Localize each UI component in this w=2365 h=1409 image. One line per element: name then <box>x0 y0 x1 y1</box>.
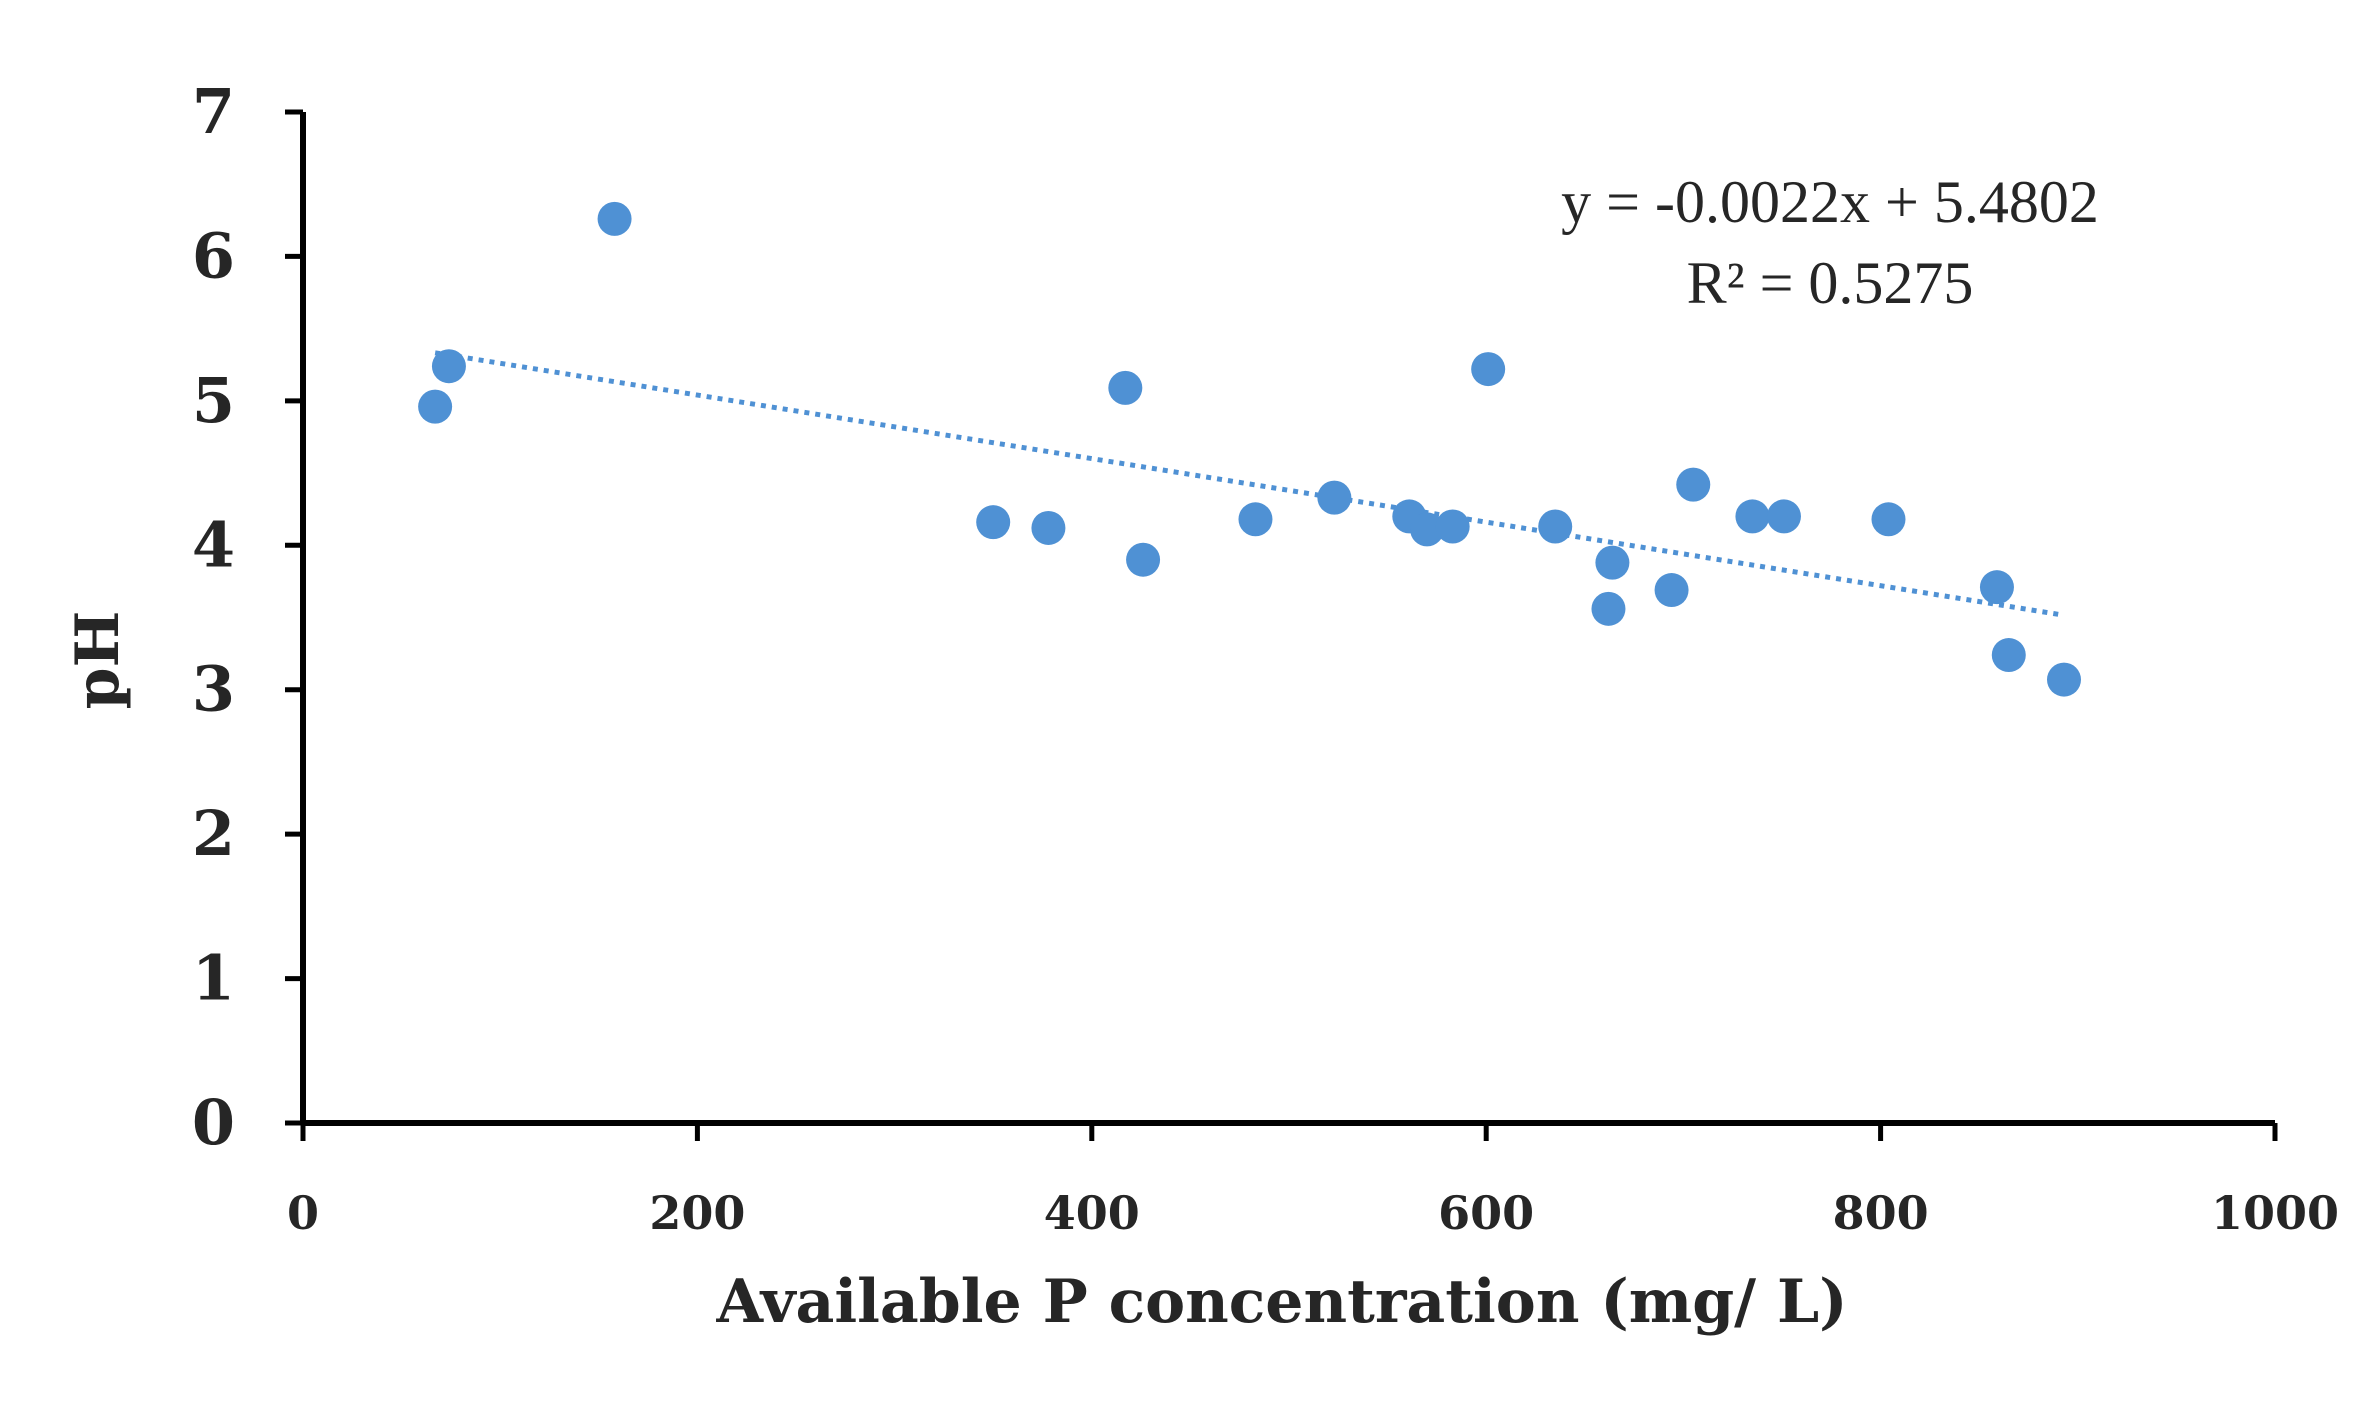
y-tick-label: 1 <box>192 942 235 1015</box>
y-tick-label: 2 <box>192 797 235 870</box>
data-point <box>1595 545 1630 580</box>
data-point <box>597 201 632 236</box>
data-point <box>431 349 466 384</box>
data-point <box>1126 542 1161 577</box>
data-point <box>1979 570 2014 605</box>
y-axis-title: pH <box>63 611 133 710</box>
x-tick-label: 1000 <box>2211 1186 2339 1240</box>
data-point <box>1031 510 1066 545</box>
data-point <box>1676 467 1711 502</box>
x-tick-label: 400 <box>1044 1186 1140 1240</box>
axes: 0 1 2 3 4 5 6 7 0 200 400 600 800 1000 <box>192 75 2339 1240</box>
trendline <box>434 350 2065 618</box>
data-point <box>1766 499 1801 534</box>
data-point <box>2046 662 2081 697</box>
y-tick-label: 7 <box>192 75 235 148</box>
data-points <box>418 201 2081 697</box>
x-tick-label: 200 <box>649 1186 745 1240</box>
trendline-equation: y = -0.0022x + 5.4802 <box>1561 169 2099 235</box>
x-tick-label: 800 <box>1833 1186 1929 1240</box>
data-point <box>418 389 453 424</box>
y-tick-label: 6 <box>192 219 235 292</box>
x-axis-title: Available P concentration (mg/ L) <box>715 1267 1847 1337</box>
data-point <box>1108 370 1143 405</box>
data-point <box>1871 502 1906 537</box>
data-point <box>1435 509 1470 544</box>
x-axis-ticks: 0 200 400 600 800 1000 <box>287 1123 2339 1240</box>
y-tick-label: 4 <box>192 508 235 581</box>
data-point <box>1238 502 1273 537</box>
y-tick-label: 3 <box>192 653 235 726</box>
x-tick-label: 0 <box>287 1186 319 1240</box>
x-tick-label: 600 <box>1438 1186 1534 1240</box>
data-point <box>1471 352 1506 387</box>
data-point <box>1735 499 1770 534</box>
data-point <box>1991 638 2026 673</box>
y-axis-ticks: 0 1 2 3 4 5 6 7 <box>192 75 303 1159</box>
data-point <box>1538 509 1573 544</box>
data-point <box>1591 591 1626 626</box>
y-tick-label: 0 <box>192 1086 235 1159</box>
data-point <box>1410 512 1445 547</box>
data-point <box>1654 573 1689 608</box>
r-squared-label: R² = 0.5275 <box>1687 250 1974 316</box>
y-tick-label: 5 <box>192 364 235 437</box>
data-point <box>976 505 1011 540</box>
data-point <box>1317 480 1352 515</box>
